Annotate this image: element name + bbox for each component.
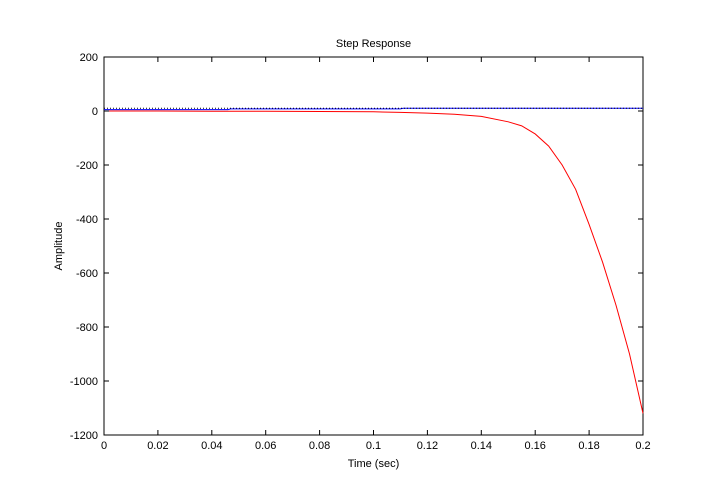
y-tick-label: -200 — [76, 160, 98, 172]
x-tick-label: 0.06 — [255, 440, 276, 452]
y-tick-label: -1000 — [70, 376, 98, 388]
axes-box — [103, 56, 644, 436]
y-tick-label: 200 — [80, 52, 98, 64]
y-tick-label: -800 — [76, 322, 98, 334]
x-axis-label: Time (sec) — [348, 458, 400, 470]
y-tick-label: -600 — [76, 268, 98, 280]
x-tick-label: 0.16 — [524, 440, 545, 452]
y-tick-label: -1200 — [70, 430, 98, 442]
series-layer — [104, 107, 644, 414]
x-tick-label: 0.1 — [366, 440, 381, 452]
series-line-1 — [104, 110, 644, 414]
chart-title: Step Response — [336, 38, 411, 50]
y-axis-label: Amplitude — [53, 222, 65, 271]
x-tick-label: 0.04 — [201, 440, 222, 452]
x-tick-label: 0.18 — [578, 440, 599, 452]
y-tick-label: 0 — [92, 106, 98, 118]
y-tick-label: -400 — [76, 214, 98, 226]
y-axis-ticks: 200 0 -200 -400 -600 -800 -1000 -1200 — [70, 52, 643, 442]
x-tick-label: 0.08 — [309, 440, 330, 452]
x-tick-label: 0.12 — [417, 440, 438, 452]
x-tick-label: 0.14 — [471, 440, 492, 452]
plot-area: 0 0.02 0.04 0.06 0.08 0.1 0.12 0.14 0.16 0.18 0.2 … — [70, 52, 651, 452]
x-tick-label: 0.2 — [635, 440, 650, 452]
x-tick-label: 0.02 — [147, 440, 168, 452]
x-tick-label: 0 — [101, 440, 107, 452]
x-axis-ticks: 0 0.02 0.04 0.06 0.08 0.1 0.12 0.14 0.16 0.18 0.2 — [101, 57, 651, 452]
